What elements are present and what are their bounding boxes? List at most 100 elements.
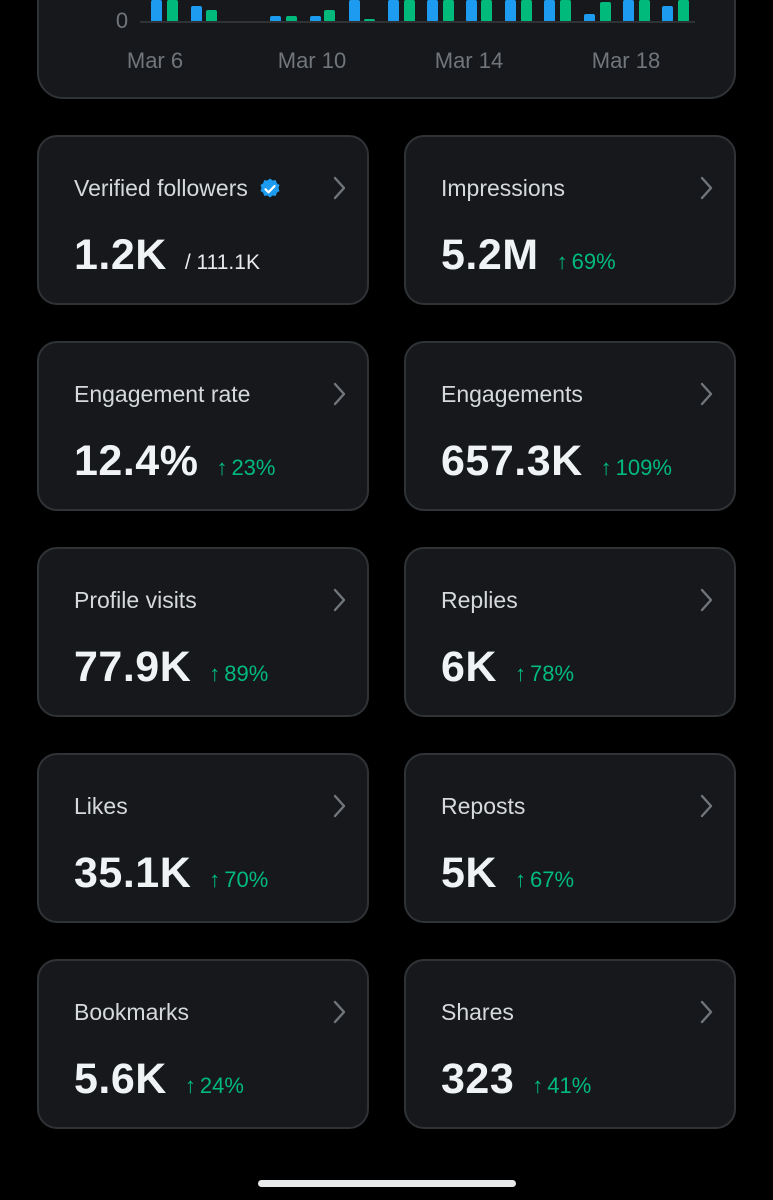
trend-value: 89%: [224, 661, 269, 686]
chevron-right-icon: [333, 382, 346, 406]
card-engagements[interactable]: Engagements 657.3K ↑ 109%: [404, 341, 736, 511]
trend-indicator: ↑ 69%: [557, 249, 616, 275]
trend-indicator: ↑ 70%: [209, 867, 268, 893]
up-arrow-icon: ↑: [209, 867, 221, 892]
card-title: Likes: [74, 793, 128, 819]
activity-bar-chart: [140, 0, 695, 23]
trend-indicator: ↑ 23%: [216, 455, 275, 481]
trend-value: 109%: [615, 455, 672, 480]
trend-value: 70%: [224, 867, 269, 892]
card-value: 657.3K: [441, 437, 583, 485]
card-value: 1.2K: [74, 231, 167, 279]
home-indicator[interactable]: [258, 1180, 516, 1187]
card-profile-visits[interactable]: Profile visits 77.9K ↑ 89%: [37, 547, 369, 717]
chart-bar: [521, 0, 532, 22]
card-title: Shares: [441, 999, 514, 1025]
trend-value: 67%: [529, 867, 575, 892]
trend-value: 23%: [231, 455, 276, 480]
chart-bar: [206, 10, 217, 22]
card-value: 5.2M: [441, 231, 539, 279]
chart-bar: [191, 6, 202, 22]
y-axis-zero-label: 0: [115, 8, 129, 33]
trend-value: 24%: [199, 1073, 244, 1098]
up-arrow-icon: ↑: [600, 455, 612, 480]
card-title: Impressions: [441, 175, 565, 201]
card-shares[interactable]: Shares 323 ↑ 41%: [404, 959, 736, 1129]
chart-bar: [560, 0, 571, 22]
trend-indicator: ↑ 41%: [532, 1073, 591, 1099]
up-arrow-icon: ↑: [514, 867, 526, 892]
x-axis-label-mar-6: Mar 6: [126, 48, 184, 73]
chart-bar: [584, 14, 595, 22]
chevron-right-icon: [700, 588, 713, 612]
chart-bar: [544, 0, 555, 22]
card-title: Profile visits: [74, 587, 197, 613]
card-value: 5.6K: [74, 1055, 167, 1103]
card-title: Reposts: [441, 793, 526, 819]
value-row: 6K ↑ 78%: [441, 643, 574, 692]
x-axis-label-mar-10: Mar 10: [277, 48, 347, 73]
trend-value: 69%: [571, 249, 616, 274]
value-row: 657.3K ↑ 109%: [441, 437, 672, 486]
card-title: Engagement rate: [74, 381, 251, 407]
card-title: Bookmarks: [74, 999, 190, 1025]
value-row: 77.9K ↑ 89%: [74, 643, 268, 692]
trend-value: 41%: [547, 1073, 592, 1098]
card-title: Verified followers: [74, 175, 282, 202]
value-row: 5.6K ↑ 24%: [74, 1055, 244, 1104]
up-arrow-icon: ↑: [514, 661, 526, 686]
chevron-right-icon: [333, 1000, 346, 1024]
chart-bar: [270, 16, 281, 22]
up-arrow-icon: ↑: [184, 1073, 196, 1098]
trend-indicator: ↑ 78%: [515, 661, 574, 687]
chart-bar: [505, 0, 516, 22]
chevron-right-icon: [700, 794, 713, 818]
card-value: 323: [441, 1055, 515, 1103]
chart-bar: [443, 0, 454, 22]
chart-bar: [286, 16, 297, 22]
chevron-right-icon: [333, 794, 346, 818]
trend-indicator: ↑ 24%: [185, 1073, 244, 1099]
chart-bar: [324, 10, 335, 22]
chart-bar: [388, 0, 399, 22]
chart-bar: [678, 0, 689, 22]
card-engagement-rate[interactable]: Engagement rate 12.4% ↑ 23%: [37, 341, 369, 511]
chart-bar: [662, 6, 673, 22]
chart-bar: [639, 0, 650, 22]
card-value: 5K: [441, 849, 497, 897]
value-row: 5.2M ↑ 69%: [441, 231, 616, 280]
card-replies[interactable]: Replies 6K ↑ 78%: [404, 547, 736, 717]
card-value: 6K: [441, 643, 497, 691]
value-row: 1.2K / 111.1K: [74, 231, 260, 280]
trend-value: 78%: [529, 661, 575, 686]
x-axis-label-mar-18: Mar 18: [591, 48, 661, 73]
trend-indicator: ↑ 109%: [601, 455, 672, 481]
card-value: 35.1K: [74, 849, 192, 897]
card-title: Engagements: [441, 381, 583, 407]
trend-indicator: ↑ 89%: [209, 661, 268, 687]
chart-bar: [466, 0, 477, 22]
up-arrow-icon: ↑: [532, 1073, 544, 1098]
card-value: 77.9K: [74, 643, 192, 691]
card-impressions[interactable]: Impressions 5.2M ↑ 69%: [404, 135, 736, 305]
chart-bar: [427, 0, 438, 22]
chevron-right-icon: [333, 588, 346, 612]
value-row: 5K ↑ 67%: [441, 849, 574, 898]
chart-bar: [404, 0, 415, 22]
value-row: 12.4% ↑ 23%: [74, 437, 275, 486]
x-axis-label-mar-14: Mar 14: [434, 48, 504, 73]
card-reposts[interactable]: Reposts 5K ↑ 67%: [404, 753, 736, 923]
trend-indicator: ↑ 67%: [515, 867, 574, 893]
up-arrow-icon: ↑: [209, 661, 221, 686]
up-arrow-icon: ↑: [556, 249, 568, 274]
card-bookmarks[interactable]: Bookmarks 5.6K ↑ 24%: [37, 959, 369, 1129]
up-arrow-icon: ↑: [216, 455, 228, 480]
chevron-right-icon: [700, 1000, 713, 1024]
card-verified-followers[interactable]: Verified followers 1.2K / 111.1K: [37, 135, 369, 305]
chevron-right-icon: [700, 382, 713, 406]
chart-bar: [481, 0, 492, 22]
verified-badge-icon: [260, 178, 280, 197]
card-likes[interactable]: Likes 35.1K ↑ 70%: [37, 753, 369, 923]
value-row: 323 ↑ 41%: [441, 1055, 591, 1104]
